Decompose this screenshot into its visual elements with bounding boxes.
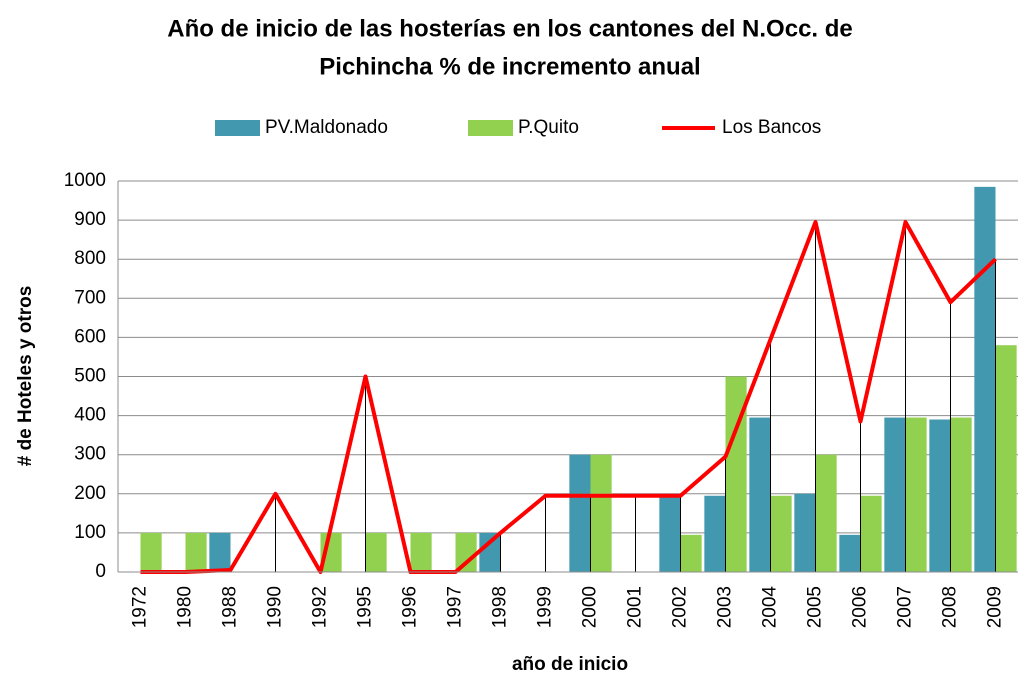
- x-tick-label: 2002: [670, 586, 691, 628]
- bar: [185, 532, 207, 572]
- x-tick-label: 1990: [265, 586, 286, 628]
- x-tick-label: 2001: [625, 586, 646, 628]
- x-tick-label: 2009: [985, 586, 1006, 628]
- legend-label: Los Bancos: [722, 117, 821, 138]
- bar: [590, 454, 612, 572]
- x-tick-label: 1998: [490, 586, 511, 628]
- y-tick-label: 500: [74, 366, 106, 387]
- legend-label: PV.Maldonado: [265, 117, 388, 138]
- bar: [770, 495, 792, 572]
- bar: [680, 534, 702, 572]
- bar: [704, 495, 726, 572]
- x-tick-label: 1999: [535, 586, 556, 628]
- bar: [410, 532, 432, 572]
- bar: [569, 454, 591, 572]
- bar: [974, 186, 996, 573]
- x-tick-label: 1988: [220, 586, 241, 628]
- x-tick-label: 2000: [580, 586, 601, 628]
- bar: [659, 493, 681, 572]
- y-tick-label: 200: [74, 483, 106, 504]
- x-tick-label: 1996: [400, 586, 421, 628]
- bar: [995, 345, 1017, 572]
- legend-label: P.Quito: [518, 117, 579, 138]
- y-tick-label: 600: [74, 326, 106, 347]
- x-tick-label: 1992: [310, 586, 331, 628]
- chart-title: Pichincha % de incremento anual: [319, 53, 700, 80]
- x-tick-label: 2005: [805, 586, 826, 628]
- bar: [905, 417, 927, 572]
- bar: [209, 532, 231, 572]
- x-tick-label: 1995: [355, 586, 376, 628]
- x-tick-label: 2006: [850, 586, 871, 628]
- bar: [365, 532, 387, 572]
- x-tick-label: 1980: [175, 586, 196, 628]
- bar: [815, 454, 837, 572]
- bar: [794, 493, 816, 572]
- y-tick-label: 1000: [64, 170, 106, 191]
- y-tick-label: 100: [74, 522, 106, 543]
- bar: [749, 417, 771, 572]
- bar: [929, 419, 951, 572]
- x-tick-label: 1997: [445, 586, 466, 628]
- legend-swatch: [215, 120, 260, 136]
- legend-swatch: [468, 120, 513, 136]
- x-tick-label: 1972: [130, 586, 151, 628]
- bar: [884, 417, 906, 572]
- y-tick-label: 0: [95, 561, 106, 582]
- chart-title: Año de inicio de las hosterías en los ca…: [167, 15, 853, 42]
- y-tick-label: 300: [74, 444, 106, 465]
- bar: [950, 417, 972, 572]
- y-axis-label: # de Hoteles y otros: [15, 286, 36, 467]
- bar: [479, 532, 501, 572]
- x-tick-label: 2003: [715, 586, 736, 628]
- bar: [140, 532, 162, 572]
- y-tick-label: 400: [74, 405, 106, 426]
- bar: [839, 534, 861, 572]
- y-tick-label: 900: [74, 209, 106, 230]
- bar: [725, 376, 747, 572]
- y-tick-label: 800: [74, 248, 106, 269]
- x-axis-label: año de inicio: [512, 654, 628, 675]
- x-tick-label: 2008: [940, 586, 961, 628]
- y-tick-label: 700: [74, 287, 106, 308]
- x-tick-label: 2004: [760, 586, 781, 629]
- bar: [455, 532, 477, 572]
- x-tick-label: 2007: [895, 586, 916, 628]
- bar: [860, 495, 882, 572]
- line-series: [140, 220, 997, 574]
